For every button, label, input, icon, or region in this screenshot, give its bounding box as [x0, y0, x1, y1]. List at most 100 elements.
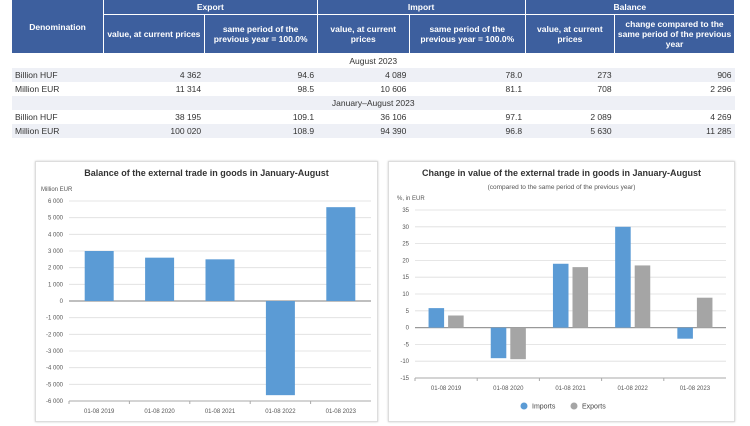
y-tick-label: -5 000: [46, 382, 64, 388]
y-tick-label: 15: [402, 275, 409, 281]
cell: 36 106: [380, 112, 407, 122]
x-tick-label: 01-08 2019: [431, 386, 462, 392]
cell: 4 269: [710, 112, 732, 122]
y-tick-label: -3 000: [46, 349, 64, 355]
y-tick-label: -5: [404, 342, 410, 348]
bar: [615, 226, 631, 328]
x-tick-label: 01-08 2023: [326, 409, 357, 415]
bar: [326, 207, 356, 301]
col-denomination: Denomination: [12, 0, 105, 54]
y-tick-label: -1 000: [46, 316, 64, 322]
cell: 100 020: [103, 124, 205, 138]
bar: [428, 308, 445, 328]
subheader: change compared to the same period of th…: [614, 14, 735, 54]
y-tick-label: 6 000: [48, 199, 64, 205]
y-axis-label: Million EUR: [41, 187, 73, 193]
subheader: same period of the previous year = 100.0…: [204, 14, 318, 54]
y-tick-label: 10: [402, 292, 409, 298]
x-tick-label: 01-08 2023: [680, 386, 711, 392]
section-title: January–August 2023: [12, 96, 735, 110]
cell: 906: [614, 68, 735, 82]
cell: 11 285: [614, 124, 735, 138]
cell: 708: [597, 84, 612, 94]
cell: 2 089: [590, 112, 612, 122]
cell: 109.1: [292, 112, 315, 122]
bar: [696, 297, 713, 328]
y-tick-label: -6 000: [46, 399, 64, 405]
x-tick-label: 01-08 2021: [205, 409, 236, 415]
legend-label: Exports: [582, 404, 606, 411]
change-chart: Change in value of the external trade in…: [388, 161, 735, 422]
bar: [572, 267, 589, 328]
y-tick-label: 5 000: [48, 216, 64, 222]
col-balance: Balance: [525, 0, 736, 15]
bar: [448, 315, 464, 328]
cell: 81.1: [505, 84, 523, 94]
cell: 38 195: [175, 112, 202, 122]
bar: [677, 327, 693, 339]
x-tick-label: 01-08 2021: [555, 386, 586, 392]
cell: 11 314: [175, 84, 202, 94]
bar: [205, 259, 235, 301]
y-tick-label: 3 000: [48, 249, 64, 255]
cell: 4 089: [317, 68, 410, 82]
legend-label: Imports: [532, 404, 556, 411]
cell: 2 296: [710, 84, 732, 94]
cell: 98.5: [297, 84, 315, 94]
y-tick-label: 5: [406, 309, 410, 315]
y-tick-label: 4 000: [48, 232, 64, 238]
cell: 97.1: [505, 112, 523, 122]
chart-title: Balance of the external trade in goods i…: [84, 168, 329, 178]
bar: [265, 301, 295, 396]
y-tick-label: 25: [402, 242, 409, 248]
x-tick-label: 01-08 2022: [265, 409, 296, 415]
bar: [634, 265, 651, 328]
col-import: Import: [317, 0, 526, 15]
y-tick-label: -2 000: [46, 332, 64, 338]
y-tick-label: 20: [402, 258, 409, 264]
bar: [552, 263, 569, 328]
cell: 78.0: [409, 68, 526, 82]
chart-title: Change in value of the external trade in…: [422, 168, 701, 178]
chart-subtitle: (compared to the same period of the prev…: [488, 184, 636, 191]
balance-chart: Balance of the external trade in goods i…: [35, 161, 378, 422]
trade-table: Denomination Export Import Balance value…: [12, 0, 736, 138]
subheader: value, at current prices: [103, 14, 205, 54]
section-title: August 2023: [12, 53, 735, 68]
subheader: same period of the previous year = 100.0…: [409, 14, 526, 54]
y-axis-label: %, in EUR: [397, 196, 425, 202]
legend-marker: [570, 402, 578, 410]
cell: 10 606: [380, 84, 407, 94]
cell: 108.9: [204, 124, 318, 138]
x-tick-label: 01-08 2019: [84, 409, 115, 415]
bar: [145, 257, 175, 301]
y-tick-label: 1 000: [48, 282, 64, 288]
x-tick-label: 01-08 2020: [144, 409, 175, 415]
row-label: Billion HUF: [12, 68, 104, 82]
bar: [84, 251, 114, 301]
cell: 5 630: [525, 124, 615, 138]
x-tick-label: 01-08 2020: [493, 386, 524, 392]
y-tick-label: 0: [60, 299, 64, 305]
table-row: Billion HUF 38 195 109.1 36 106 97.1 2 089 4 2…: [12, 110, 735, 124]
bar: [510, 327, 526, 360]
y-tick-label: -15: [400, 376, 409, 382]
y-tick-label: 0: [406, 326, 410, 332]
cell: 96.8: [409, 124, 526, 138]
cell: 4 362: [103, 68, 205, 82]
row-label: Million EUR: [15, 84, 60, 94]
cell: 94.6: [204, 68, 318, 82]
col-export: Export: [103, 0, 318, 15]
x-tick-label: 01-08 2022: [618, 386, 649, 392]
subheader: value, at current prices: [525, 14, 616, 54]
y-tick-label: 35: [402, 208, 409, 214]
table-row: Million EUR 100 020 108.9 94 390 96.8 5 630 11…: [12, 124, 735, 138]
row-label: Million EUR: [12, 124, 104, 138]
y-tick-label: 2 000: [48, 266, 64, 272]
cell: 94 390: [317, 124, 410, 138]
y-tick-label: 30: [402, 225, 409, 231]
legend-marker: [520, 402, 528, 410]
y-tick-label: -10: [400, 359, 409, 365]
table-row: Million EUR 11 314 98.5 10 606 81.1 708 2 296: [12, 82, 735, 96]
row-label: Billion HUF: [15, 112, 58, 122]
